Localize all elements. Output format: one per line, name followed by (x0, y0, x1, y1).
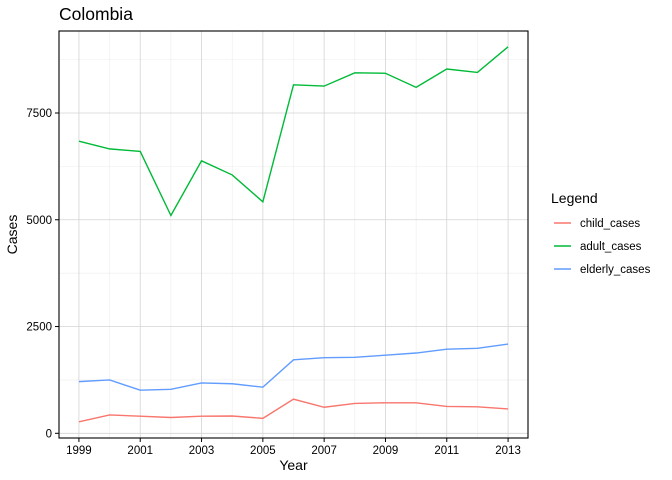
legend-items: child_cases adult_cases elderly_cases (554, 218, 651, 276)
minor-gridlines (59, 31, 528, 438)
y-axis-title: Cases (4, 215, 20, 255)
series-line-adult_cases (78, 46, 509, 218)
x-tick-label: 2005 (250, 445, 276, 457)
x-tick-label: 2011 (434, 445, 459, 457)
x-tick-label: 2001 (127, 445, 153, 457)
y-tick-label: 2500 (26, 322, 52, 334)
x-axis-ticks: 1999 2001 2003 2005 2007 2009 2011 2013 (66, 438, 521, 457)
chart-title: Colombia (59, 4, 133, 24)
series-line-elderly_cases (78, 343, 509, 391)
y-tick-label: 0 (46, 428, 52, 440)
y-axis-ticks: 0 2500 5000 7500 (26, 108, 59, 440)
y-tick-label: 5000 (26, 215, 52, 227)
plot-border (58, 30, 529, 439)
x-axis-title: Year (279, 457, 308, 473)
legend-label-adult_cases: adult_cases (580, 241, 642, 253)
series-lines (78, 46, 509, 423)
series-line-child_cases (78, 398, 509, 423)
x-tick-label: 2003 (189, 445, 215, 457)
y-tick-label: 7500 (26, 108, 52, 120)
major-gridlines (59, 31, 528, 438)
x-tick-label: 2009 (373, 445, 399, 457)
x-tick-label: 2007 (311, 445, 337, 457)
x-tick-label: 2013 (495, 445, 521, 457)
legend: Legend child_cases adult_cases elderly_cas… (551, 190, 651, 276)
legend-label-child_cases: child_cases (580, 218, 640, 230)
legend-label-elderly_cases: elderly_cases (580, 264, 651, 276)
x-tick-label: 1999 (66, 445, 92, 457)
legend-title: Legend (551, 190, 598, 206)
